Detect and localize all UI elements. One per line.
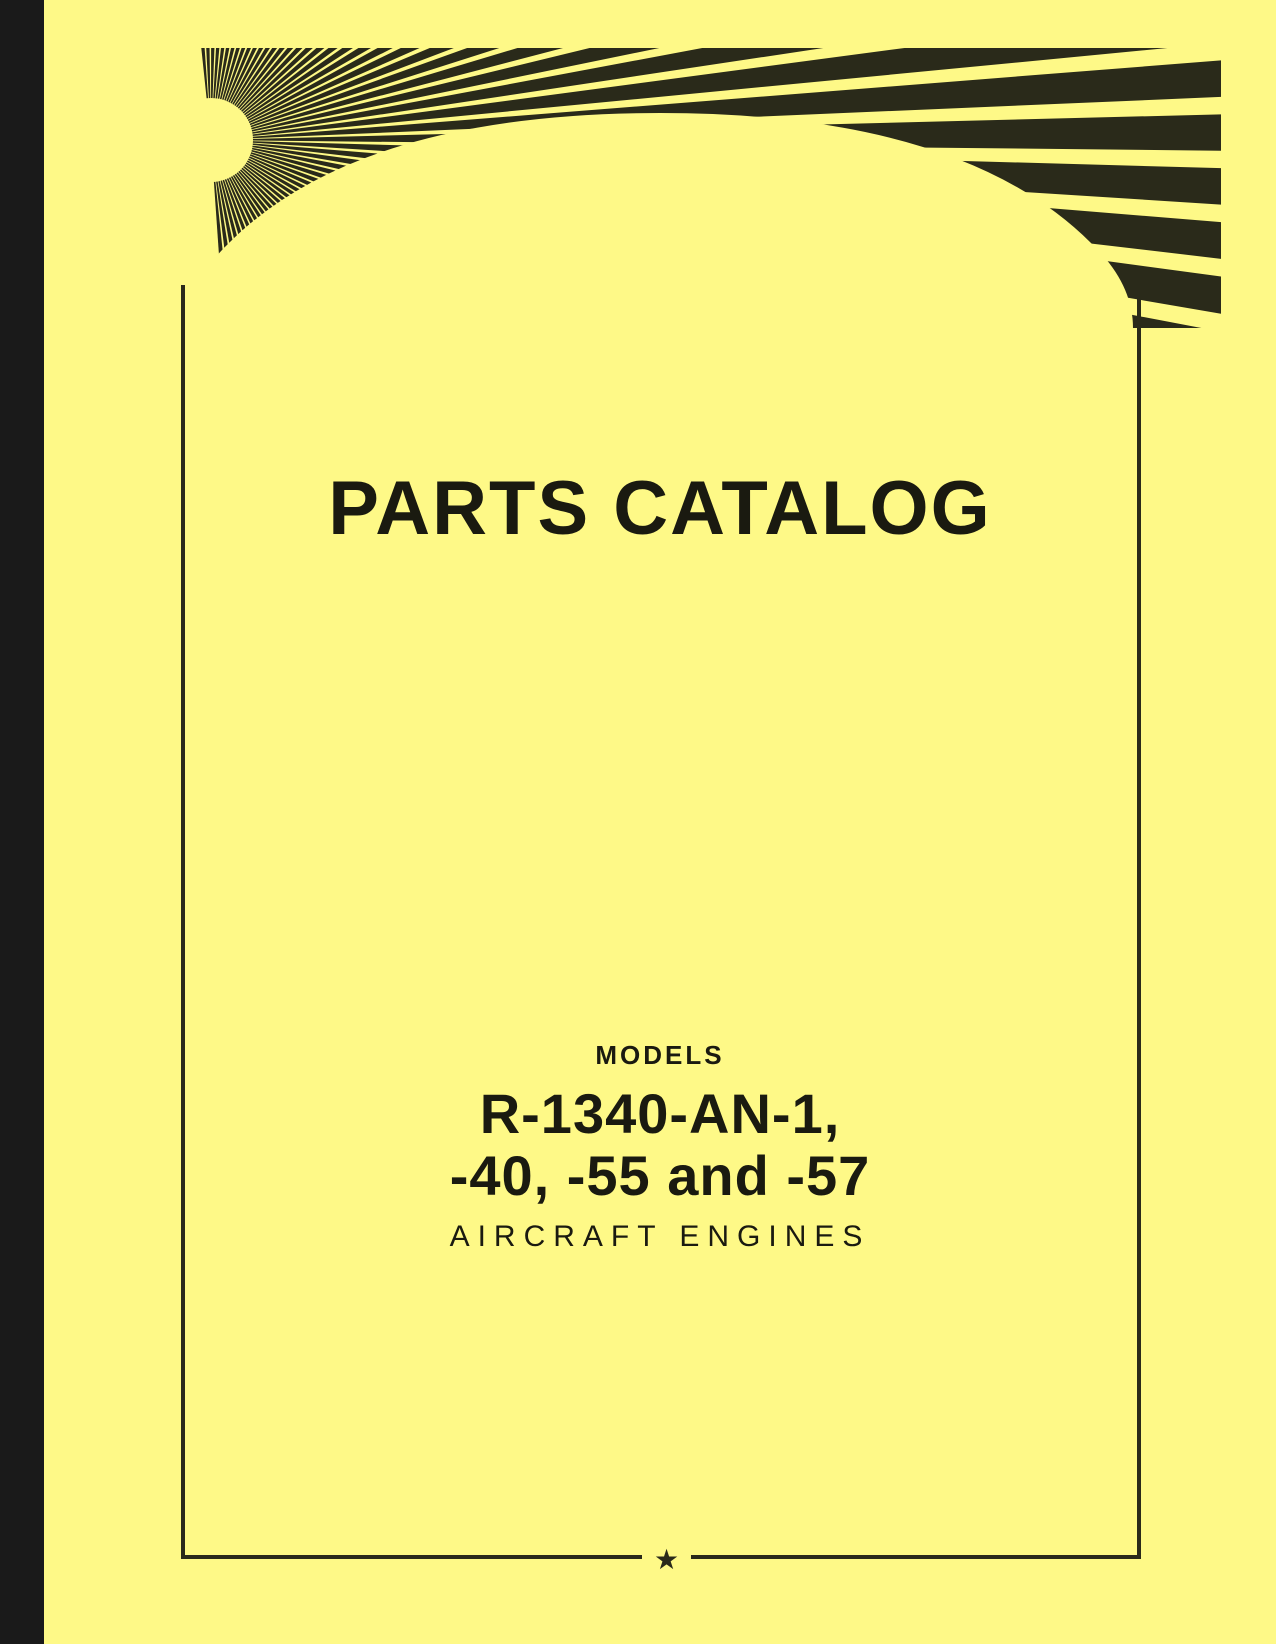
sunburst-decoration [99, 48, 1221, 328]
model-designation-line1: R-1340-AN-1, [44, 1083, 1276, 1145]
model-designation-line2: -40, -55 and -57 [44, 1145, 1276, 1207]
document-title: PARTS CATALOG [44, 465, 1276, 552]
models-label: MODELS [44, 1040, 1276, 1071]
document-page: ★ PARTS CATALOG MODELS R-1340-AN-1, -40,… [44, 0, 1276, 1644]
engines-subtitle: AIRCRAFT ENGINES [44, 1220, 1276, 1254]
binding-edge [0, 0, 44, 1644]
star-icon: ★ [642, 1543, 691, 1576]
models-block: MODELS R-1340-AN-1, -40, -55 and -57 AIR… [44, 1040, 1276, 1254]
